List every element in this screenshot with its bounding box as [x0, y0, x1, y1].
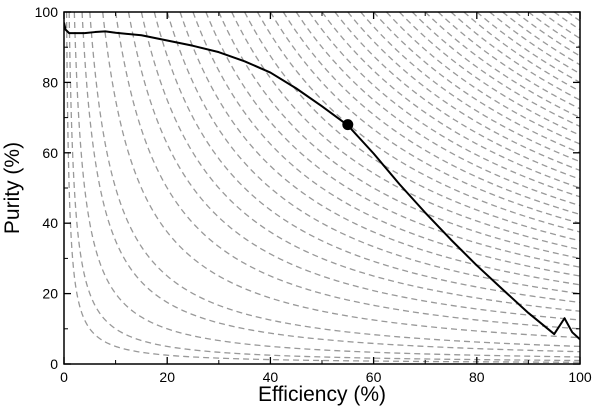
reference-curve-35 — [476, 12, 580, 83]
reference-curve-19 — [269, 12, 580, 224]
reference-curve-10 — [153, 12, 580, 304]
marker-layer — [342, 119, 354, 131]
reference-curve-25 — [347, 12, 580, 172]
y-tick-label: 60 — [42, 145, 58, 161]
reference-curve-1 — [65, 12, 580, 363]
reference-curve-4 — [81, 12, 580, 353]
reference-curve-12 — [179, 12, 580, 286]
reference-curve-8 — [127, 12, 580, 321]
reference-curve-9 — [140, 12, 580, 312]
y-tick-label: 40 — [42, 215, 58, 231]
x-tick-label: 40 — [263, 369, 279, 385]
reference-curve-3 — [73, 12, 580, 358]
y-tick-label: 0 — [50, 356, 58, 372]
reference-curve-15 — [218, 12, 580, 260]
reference-curve-34 — [463, 12, 580, 92]
reference-curve-36 — [489, 12, 580, 75]
reference-curve-41 — [553, 12, 580, 31]
reference-curve-5 — [89, 12, 580, 348]
reference-curve-29 — [398, 12, 580, 136]
reference-curve-32 — [437, 12, 580, 110]
reference-curve-7 — [114, 12, 580, 330]
reference-curve-38 — [515, 12, 580, 57]
axis-ticks: 0 20 40 60 80 100 0 20 40 60 80 100 — [35, 4, 592, 385]
reference-curve-24 — [334, 12, 580, 180]
reference-curve-39 — [528, 12, 580, 48]
reference-curve-27 — [373, 12, 580, 154]
series-line-1 — [64, 22, 580, 341]
x-tick-label: 60 — [366, 369, 382, 385]
reference-curve-42 — [566, 12, 580, 22]
y-tick-label: 100 — [35, 4, 59, 20]
reference-curve-31 — [424, 12, 580, 119]
reference-curve-22 — [308, 12, 580, 198]
highlight-point — [342, 119, 354, 131]
reference-curve-30 — [411, 12, 580, 127]
reference-curve-37 — [502, 12, 580, 66]
x-tick-label: 0 — [60, 369, 68, 385]
reference-curve-26 — [360, 12, 580, 163]
reference-curve-40 — [540, 12, 580, 39]
reference-curve-20 — [282, 12, 580, 216]
reference-curve-17 — [244, 12, 580, 242]
y-tick-label: 20 — [42, 286, 58, 302]
reference-curves — [65, 12, 580, 363]
reference-curve-33 — [450, 12, 580, 101]
reference-curve-6 — [102, 12, 580, 339]
x-tick-label: 80 — [469, 369, 485, 385]
series-layer — [64, 22, 580, 341]
reference-curve-13 — [192, 12, 580, 277]
reference-curve-11 — [166, 12, 580, 295]
x-axis-title: Efficiency (%) — [258, 383, 386, 406]
x-tick-label: 20 — [159, 369, 175, 385]
reference-curve-14 — [205, 12, 580, 268]
reference-curve-21 — [295, 12, 580, 207]
reference-curve-23 — [321, 12, 580, 189]
reference-curve-18 — [256, 12, 580, 233]
y-tick-label: 80 — [42, 74, 58, 90]
reference-curve-16 — [231, 12, 580, 251]
y-axis-title: Purity (%) — [1, 142, 24, 234]
x-tick-label: 100 — [568, 369, 592, 385]
reference-curve-28 — [386, 12, 580, 145]
